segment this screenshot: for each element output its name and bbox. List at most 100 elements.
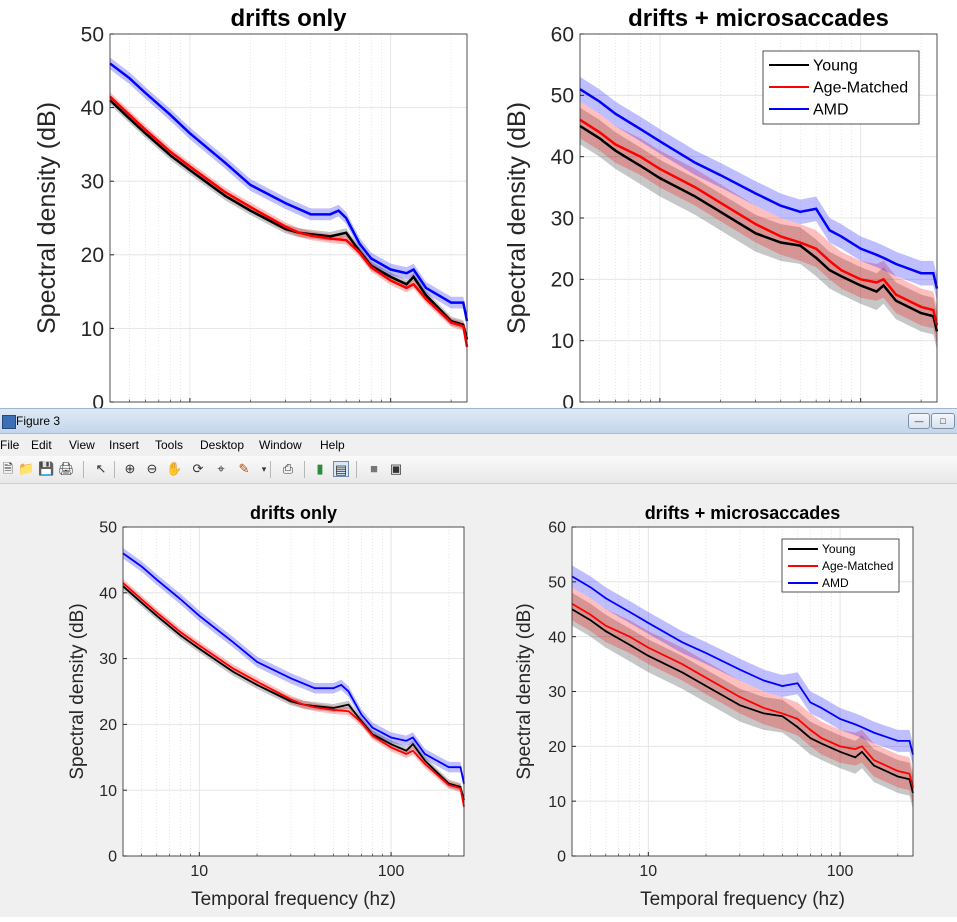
y-tick-label: 0	[557, 849, 566, 866]
toolbar-separator	[270, 461, 271, 478]
chart-title: drifts + microsaccades	[645, 503, 841, 523]
confidence-band	[572, 587, 913, 804]
y-tick-label: 30	[99, 651, 117, 668]
menu-edit[interactable]: Edit	[31, 438, 52, 452]
chart-title: drifts + microsaccades	[628, 5, 889, 32]
menu-window[interactable]: Window	[259, 438, 302, 452]
x-tick-label: 100	[378, 863, 405, 880]
y-axis-label: Spectral density (dB)	[67, 603, 88, 779]
y-tick-label: 0	[108, 849, 117, 866]
chart-title: drifts only	[230, 5, 347, 32]
menu-bar: File Edit View Insert Tools Desktop Wind…	[0, 434, 957, 456]
axes-background	[110, 34, 467, 402]
title-bar[interactable]: Figure 3 — □	[0, 408, 957, 434]
series-line	[109, 99, 469, 340]
new-file-icon[interactable]: 🗎	[2, 461, 14, 476]
legend-label: AMD	[822, 576, 849, 590]
data-cursor-icon[interactable]: ⌖	[217, 461, 225, 476]
y-tick-label: 20	[551, 269, 574, 292]
legend-label: Age-Matched	[813, 80, 908, 97]
series-line	[579, 88, 939, 289]
y-tick-label: 20	[99, 717, 117, 734]
legend-label: Young	[813, 58, 858, 75]
toolbar-separator	[356, 461, 357, 478]
toolbar-separator	[83, 461, 84, 478]
confidence-band	[572, 565, 913, 766]
y-tick-label: 50	[551, 85, 574, 108]
x-tick-label: 100	[827, 863, 854, 880]
y-tick-label: 40	[551, 146, 574, 169]
y-tick-label: 10	[81, 318, 104, 341]
colorbar-icon[interactable]: ▮	[316, 461, 324, 476]
confidence-band	[123, 548, 464, 789]
axes-background	[123, 527, 464, 856]
y-tick-label: 50	[81, 23, 104, 46]
pointer-icon[interactable]: ↖	[95, 461, 107, 476]
y-tick-label: 30	[551, 207, 574, 230]
chart-title: drifts only	[250, 503, 337, 523]
show-plot-tools-icon[interactable]: ▣	[389, 461, 403, 476]
menu-view[interactable]: View	[69, 438, 95, 452]
y-tick-label: 30	[548, 684, 566, 701]
brush-dropdown-icon[interactable]: ▾	[261, 464, 267, 474]
y-axis-label: Spectral density (dB)	[33, 102, 61, 334]
open-folder-icon[interactable]: 📁	[18, 461, 35, 476]
y-axis-label: Spectral density (dB)	[514, 603, 535, 779]
menu-tools[interactable]: Tools	[155, 438, 184, 452]
y-tick-label: 40	[81, 97, 104, 120]
save-icon[interactable]: 💾	[38, 461, 55, 476]
x-axis-label: Temporal frequency (hz)	[191, 889, 396, 910]
y-tick-label: 50	[548, 574, 566, 591]
axes-frame	[109, 33, 468, 403]
series-line	[571, 602, 914, 788]
maximize-button[interactable]: □	[931, 413, 955, 429]
confidence-band	[572, 592, 913, 810]
menu-file[interactable]: File	[0, 438, 20, 452]
x-tick-label: 10	[639, 863, 657, 880]
y-tick-label: 10	[99, 783, 117, 800]
menu-desktop[interactable]: Desktop	[200, 438, 245, 452]
legend-icon[interactable]: ▤	[333, 461, 349, 477]
y-tick-label: 10	[548, 794, 566, 811]
y-tick-label: 30	[81, 171, 104, 194]
y-tick-label: 0	[562, 391, 574, 410]
window-title: Figure 3	[16, 414, 61, 428]
legend-label: Young	[822, 542, 856, 556]
print-icon[interactable]: 🖨	[58, 461, 75, 476]
toolbar-separator	[114, 461, 115, 478]
series-line	[579, 118, 939, 326]
rotate-icon[interactable]: ⟳	[192, 461, 204, 476]
figure-canvas: 0 10 20 30 40 50 10 100 drifts only Spectral dens…	[0, 484, 957, 917]
series-line	[122, 582, 465, 807]
brush-icon[interactable]: ✎	[238, 461, 250, 476]
link-icon[interactable]: ⎙	[282, 461, 294, 476]
series-line	[109, 95, 469, 348]
minimize-button[interactable]: —	[908, 413, 930, 429]
y-axis-label: Spectral density (dB)	[503, 102, 531, 334]
menu-insert[interactable]: Insert	[109, 438, 140, 452]
confidence-band	[580, 107, 937, 350]
series-line	[571, 575, 914, 755]
menu-help[interactable]: Help	[320, 438, 345, 452]
y-tick-label: 50	[99, 520, 117, 537]
y-tick-label: 40	[548, 629, 566, 646]
axes-frame	[122, 526, 465, 857]
figure-window: Figure 3 — □ File Edit View Insert Tools…	[0, 408, 957, 917]
y-tick-label: 0	[92, 391, 104, 410]
chart-axes: 0 10 20 30 40 50 60 10 100 drifts + microsaccades…	[514, 503, 914, 910]
y-tick-label: 10	[551, 330, 574, 353]
pan-icon[interactable]: ✋	[166, 461, 183, 476]
x-tick-label: 10	[190, 863, 208, 880]
y-tick-label: 60	[548, 520, 566, 537]
zoom-out-icon[interactable]: ⊖	[146, 461, 158, 476]
zoom-in-icon[interactable]: ⊕	[124, 461, 136, 476]
series-line	[122, 585, 465, 801]
matlab-figure-icon	[2, 415, 16, 429]
hide-plot-tools-icon[interactable]: ■	[370, 461, 378, 476]
confidence-band	[580, 76, 937, 301]
y-tick-label: 20	[81, 244, 104, 267]
